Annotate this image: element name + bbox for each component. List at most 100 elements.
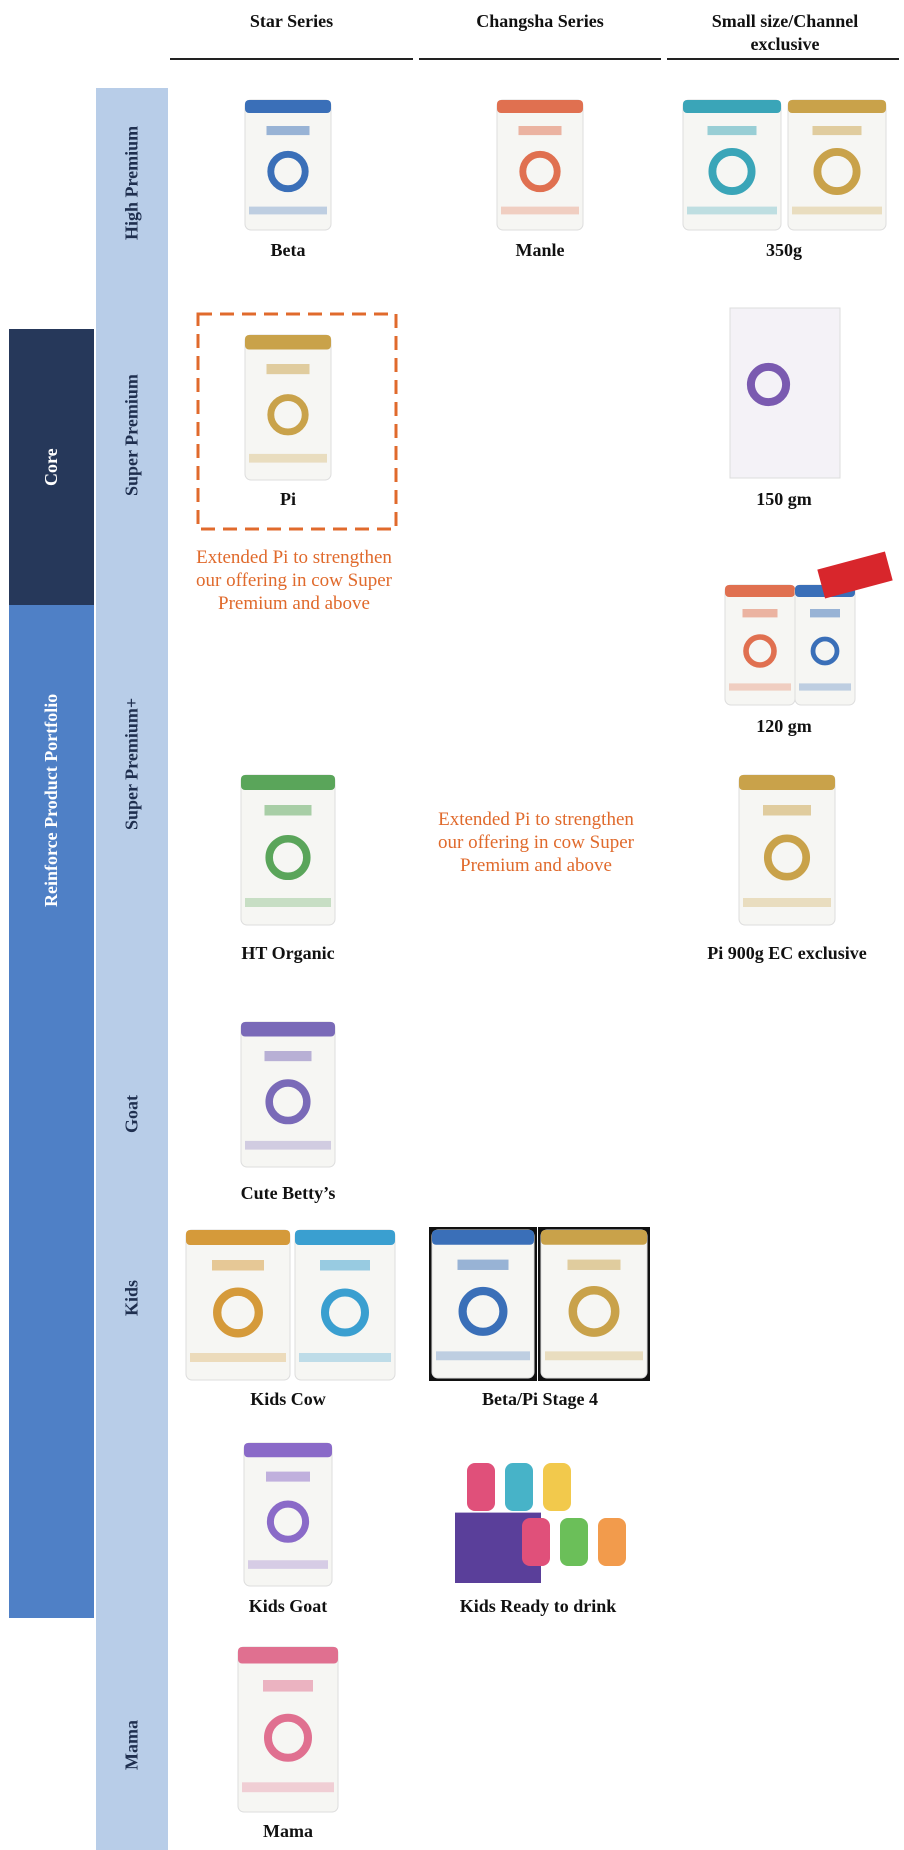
can-label [567, 1259, 621, 1270]
row-label: Super Premium [121, 374, 142, 496]
can-band [792, 206, 882, 215]
can-band [242, 1782, 334, 1793]
can-lid [241, 775, 335, 790]
can-band [799, 683, 851, 691]
can-logo [810, 636, 840, 666]
can-lid [497, 100, 583, 113]
can-logo [458, 1286, 508, 1336]
annotation: Extended Pi to strengthen our offering i… [438, 809, 634, 876]
can-logo [708, 147, 756, 196]
product-name: 350g [766, 240, 802, 260]
box-logo [746, 362, 791, 407]
can-band [299, 1353, 391, 1362]
can-label [812, 126, 862, 136]
product-image [243, 1442, 333, 1587]
can-label [742, 609, 778, 618]
product-name: Pi 900g EC exclusive [707, 943, 867, 963]
can-label [264, 805, 312, 816]
header-underline [419, 58, 661, 60]
can-label [264, 1051, 312, 1062]
can-logo [568, 1285, 620, 1337]
can-label [707, 126, 757, 136]
product-name: Manle [515, 240, 565, 260]
product-name: Pi [280, 489, 296, 509]
product-image [738, 774, 836, 926]
product-name: Kids Cow [250, 1389, 326, 1409]
bottle [598, 1518, 626, 1566]
can-label [266, 126, 310, 136]
can-band [245, 898, 331, 907]
can-logo [763, 834, 811, 881]
product-image [496, 99, 584, 231]
can-band [190, 1353, 286, 1362]
can-lid [683, 100, 781, 113]
can-logo [267, 394, 309, 436]
can-logo [321, 1288, 369, 1337]
can-lid [739, 775, 835, 790]
product-image [538, 1227, 650, 1381]
header-underline [170, 58, 413, 60]
can-band [501, 206, 579, 215]
can-lid [245, 100, 331, 113]
product-image [244, 99, 332, 231]
reinforce-band [9, 605, 94, 1618]
can-label [810, 609, 840, 618]
can-lid [541, 1230, 647, 1245]
new-badge [817, 551, 893, 599]
can-label [763, 805, 811, 816]
product-image [237, 1646, 339, 1813]
header-underline [667, 58, 899, 60]
product-name: Beta/Pi Stage 4 [482, 1389, 598, 1409]
can-lid [725, 585, 795, 597]
can-lid [788, 100, 886, 113]
can-label [212, 1260, 264, 1271]
group-label: Reinforce Product Portfolio [41, 693, 61, 907]
product-name: Kids Goat [248, 1596, 328, 1616]
can-band [729, 683, 791, 691]
bottle [560, 1518, 588, 1566]
product-image [240, 1021, 336, 1168]
can-logo [519, 150, 561, 193]
can-lid [432, 1230, 534, 1245]
product-image [240, 774, 336, 926]
can-logo [265, 1079, 311, 1125]
annotation: Extended Pi to strengthen our offering i… [196, 547, 392, 614]
can-logo [213, 1287, 263, 1338]
can-label [320, 1260, 370, 1271]
can-band [245, 1140, 331, 1150]
can-logo [266, 1500, 310, 1543]
product-image [429, 1227, 537, 1381]
bottle [467, 1463, 495, 1511]
can-band [743, 898, 831, 907]
product-name: Kids Ready to drink [459, 1596, 617, 1616]
product-name: 150 gm [756, 489, 812, 509]
can-label [518, 126, 562, 136]
can-lid [238, 1647, 338, 1664]
highlight-box [196, 312, 398, 531]
column-header: Changsha Series [476, 11, 604, 31]
product-name: 120 gm [756, 716, 812, 736]
can-band [248, 1560, 328, 1569]
product-image [724, 584, 796, 706]
can-label [457, 1259, 509, 1270]
can-band [249, 453, 327, 463]
row-label: Goat [121, 1095, 142, 1133]
can-lid [245, 335, 331, 350]
product-image [682, 99, 782, 231]
can-lid [295, 1230, 395, 1245]
group-label: Core [41, 448, 61, 486]
bottle [522, 1518, 550, 1566]
can-logo [265, 834, 311, 881]
product-name: HT Organic [241, 943, 335, 963]
bottle [505, 1463, 533, 1511]
can-logo [813, 147, 861, 196]
product-image [729, 307, 841, 479]
product-image [794, 584, 856, 706]
bottle [543, 1463, 571, 1511]
row-label: Kids [121, 1279, 142, 1317]
row-band [96, 88, 168, 1850]
product-name: Mama [263, 1821, 313, 1841]
row-label: Mama [121, 1720, 142, 1770]
